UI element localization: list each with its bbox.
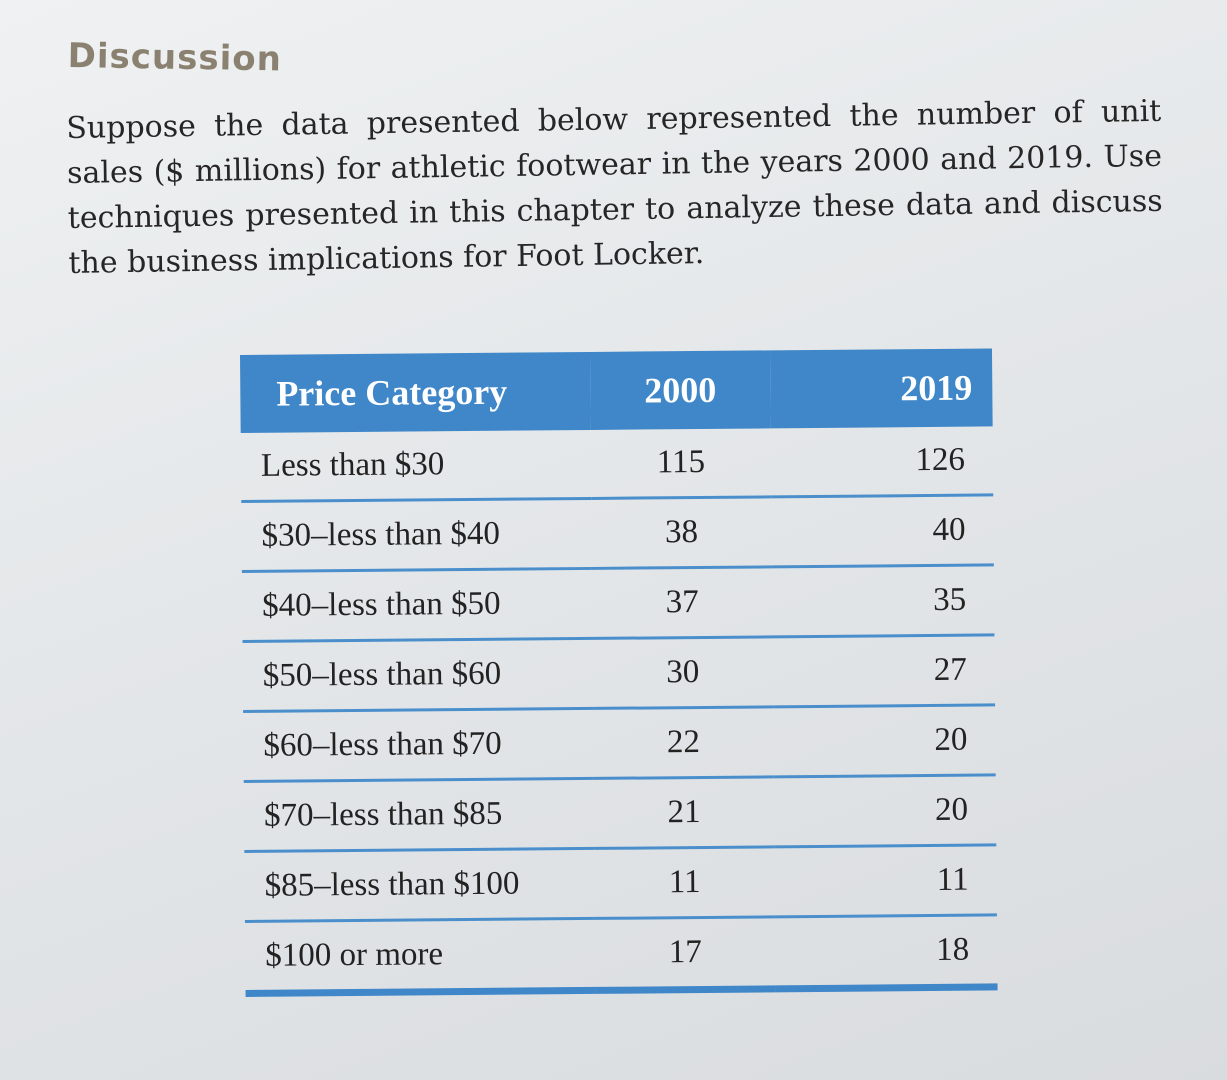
sales-table: Price Category 2000 2019 Less than $30 1… (240, 348, 998, 997)
row-value-2019: 27 (772, 634, 996, 707)
header-year-2000: 2000 (589, 350, 771, 430)
row-category: Less than $30 (240, 429, 592, 502)
row-value-2000: 115 (590, 428, 772, 499)
row-category: $100 or more (244, 918, 596, 994)
table-row: $70–less than $85 21 20 (243, 774, 997, 852)
table-row: $100 or more 17 18 (244, 914, 998, 994)
row-category: $30–less than $40 (241, 498, 592, 572)
row-category: $50–less than $60 (242, 638, 594, 712)
row-value-2000: 11 (594, 846, 775, 919)
row-value-2019: 18 (774, 914, 998, 989)
sales-table-container: Price Category 2000 2019 Less than $30 1… (240, 348, 998, 997)
row-value-2019: 11 (774, 844, 997, 917)
table-row: $50–less than $60 30 27 (242, 634, 996, 712)
table-row: $85–less than $100 11 11 (244, 844, 997, 922)
row-value-2019: 35 (771, 564, 995, 637)
table-header: Price Category 2000 2019 (240, 348, 993, 433)
row-value-2000: 21 (593, 776, 775, 849)
section-heading: Discussion (67, 36, 283, 80)
table-row: $40–less than $50 37 35 (241, 564, 995, 642)
row-category: $60–less than $70 (243, 708, 594, 782)
row-value-2000: 38 (591, 496, 772, 569)
row-value-2000: 37 (591, 566, 773, 639)
row-value-2019: 126 (770, 426, 994, 497)
row-category: $70–less than $85 (243, 778, 595, 852)
table-row: Less than $30 115 126 (240, 426, 994, 502)
row-value-2000: 17 (594, 916, 776, 991)
row-category: $40–less than $50 (241, 568, 593, 642)
header-price-category: Price Category (240, 351, 591, 433)
table-body: Less than $30 115 126 $30–less than $40 … (240, 426, 998, 994)
row-value-2019: 40 (771, 494, 994, 567)
row-value-2019: 20 (773, 774, 997, 847)
row-value-2000: 30 (592, 636, 774, 709)
row-value-2019: 20 (773, 704, 996, 777)
row-value-2000: 22 (593, 706, 774, 779)
discussion-prompt: Suppose the data presented below represe… (66, 93, 1163, 281)
table-row: $60–less than $70 22 20 (243, 704, 996, 782)
row-category: $85–less than $100 (244, 848, 595, 922)
header-year-2019: 2019 (769, 348, 993, 429)
table-row: $30–less than $40 38 40 (241, 494, 994, 572)
header-row: Price Category 2000 2019 (240, 348, 993, 433)
